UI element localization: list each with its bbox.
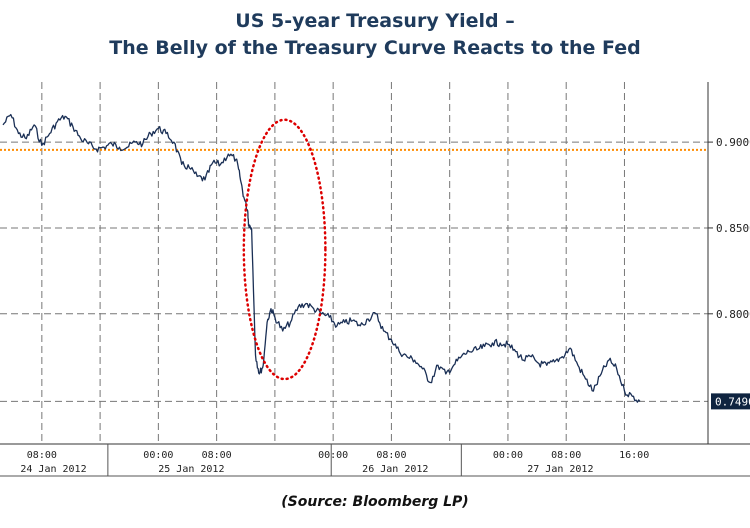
x-tick-label-1: 00:00 bbox=[143, 450, 173, 461]
grid-layer bbox=[0, 82, 708, 444]
series-line-0 bbox=[2, 113, 641, 403]
x-tick-label-4: 08:00 bbox=[376, 450, 406, 461]
x-tick-label-3: 00:00 bbox=[318, 450, 348, 461]
series-layer bbox=[2, 113, 641, 403]
fed-reaction-highlight-ellipse bbox=[242, 118, 327, 381]
chart-title: US 5-year Treasury Yield – The Belly of … bbox=[0, 8, 750, 62]
plot-background bbox=[0, 82, 708, 444]
date-label-3: 27 Jan 2012 bbox=[527, 464, 593, 475]
date-label-1: 25 Jan 2012 bbox=[158, 464, 224, 475]
date-label-0: 24 Jan 2012 bbox=[20, 464, 86, 475]
chart-title-line-2: The Belly of the Treasury Curve Reacts t… bbox=[109, 37, 641, 59]
x-tick-label-6: 08:00 bbox=[551, 450, 581, 461]
axis-layer bbox=[0, 82, 750, 477]
last-value-badge bbox=[711, 393, 750, 410]
x-tick-label-5: 00:00 bbox=[493, 450, 523, 461]
date-label-2: 26 Jan 2012 bbox=[362, 464, 428, 475]
x-tick-label-7: 16:00 bbox=[619, 450, 649, 461]
annotation-layer bbox=[242, 118, 327, 381]
x-tick-label-0: 08:00 bbox=[27, 450, 57, 461]
x-tick-label-2: 08:00 bbox=[202, 450, 232, 461]
chart-title-line-1: US 5-year Treasury Yield – bbox=[235, 10, 515, 32]
source-note: (Source: Bloomberg LP) bbox=[281, 494, 469, 510]
